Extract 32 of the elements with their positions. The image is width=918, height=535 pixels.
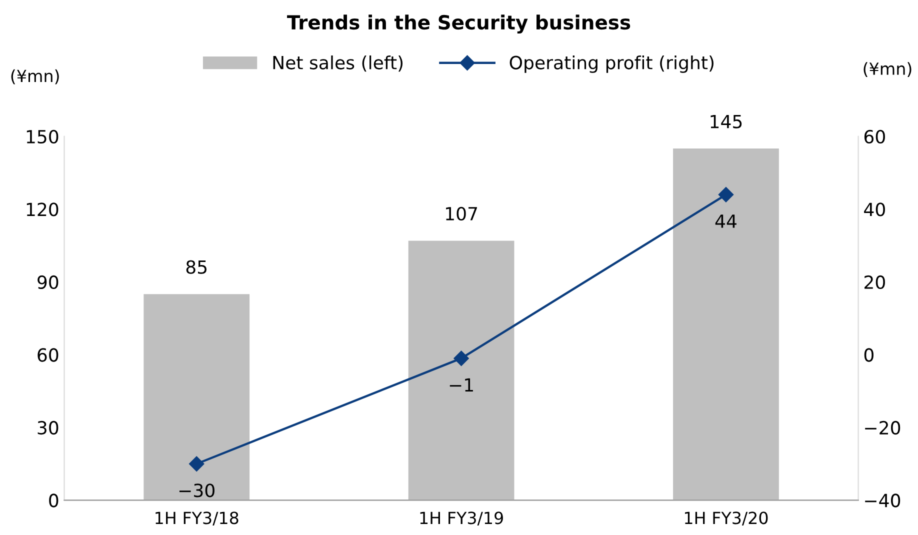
x-tick-label: 1H FY3/18 <box>156 512 238 526</box>
chart-title: Trends in the Security business <box>287 14 630 34</box>
y-tick-label: 90 <box>38 275 58 290</box>
y2-tick-label: 20 <box>864 275 885 290</box>
point <box>454 350 469 366</box>
bar <box>144 294 250 500</box>
legend-label: Operating profit (right) <box>510 55 714 73</box>
y-tick-label: 120 <box>26 202 58 216</box>
bar <box>673 148 779 500</box>
y2-tick-label: 60 <box>864 130 885 144</box>
y-tick-label: 150 <box>26 130 58 144</box>
point <box>718 187 734 202</box>
x-tick-label: 1H FY3/20 <box>685 512 768 526</box>
data-label: −30 <box>179 484 214 498</box>
data-label: −1 <box>450 378 473 392</box>
data-label: 107 <box>446 206 477 221</box>
y2-tick-label: 40 <box>864 202 885 216</box>
y-axis-title: (¥mn) <box>11 69 59 84</box>
y-tick-label: 30 <box>38 420 58 435</box>
y2-tick-label: 0 <box>864 348 874 362</box>
y-tick-label: 60 <box>38 348 58 362</box>
data-label: 145 <box>710 114 742 128</box>
y2-axis-title: (¥mn) <box>864 62 912 77</box>
y-tick-label: 0 <box>49 494 58 508</box>
legend-label: Net sales (left) <box>273 55 403 72</box>
y2-tick-label: −20 <box>865 420 900 435</box>
data-label: 44 <box>715 214 736 228</box>
x-tick-label: 1H FY3/19 <box>420 512 503 526</box>
bar <box>408 240 514 500</box>
data-label: 85 <box>186 260 207 274</box>
y2-tick-label: −40 <box>865 494 900 508</box>
point <box>189 456 204 472</box>
